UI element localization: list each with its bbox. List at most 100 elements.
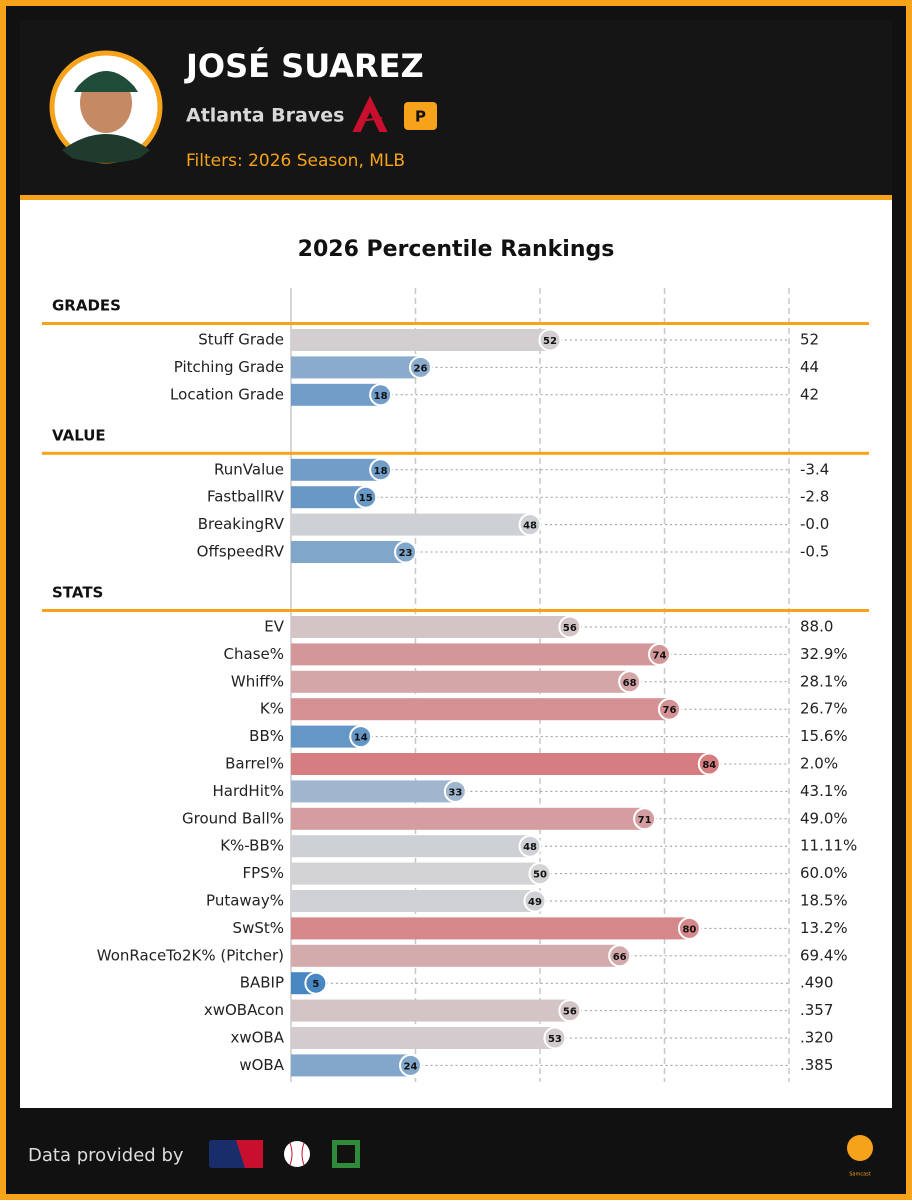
- stat-value: 52: [800, 331, 819, 349]
- section-heading: STATS: [52, 584, 103, 602]
- value-marker: [443, 779, 467, 803]
- stat-value: 44: [800, 358, 819, 376]
- value-marker: [677, 916, 701, 940]
- stat-value: 32.9%: [800, 645, 848, 663]
- row-label: HardHit%: [213, 782, 284, 800]
- stat-value: .490: [800, 974, 833, 992]
- value-marker: [399, 1053, 423, 1077]
- row-label: xwOBAcon: [204, 1001, 284, 1019]
- percentile-label: 26: [414, 363, 428, 374]
- percentile-label: 18: [374, 466, 388, 477]
- percentile-label: 66: [613, 952, 627, 963]
- value-marker: [558, 999, 582, 1023]
- row-label: Chase%: [224, 645, 284, 663]
- stat-value: .385: [800, 1056, 833, 1074]
- stat-value: 13.2%: [800, 919, 848, 937]
- player-photo: [49, 50, 163, 164]
- bar: [291, 780, 456, 803]
- header-panel: [20, 20, 892, 195]
- position-badge: [404, 102, 437, 130]
- stat-value: 15.6%: [800, 727, 848, 745]
- percentile-label: 52: [543, 336, 557, 347]
- row-label: BABIP: [240, 974, 284, 992]
- percentile-label: 24: [404, 1061, 418, 1072]
- percentile-label: 48: [523, 521, 537, 532]
- value-marker: [518, 513, 542, 537]
- source-logos: [209, 1135, 873, 1168]
- percentile-label: 68: [623, 678, 637, 689]
- percentile-label: 15: [359, 493, 373, 504]
- percentile-label: 18: [374, 391, 388, 402]
- bar: [291, 807, 645, 830]
- percentile-label: 33: [448, 787, 462, 798]
- row-label: Pitching Grade: [174, 358, 284, 376]
- bar: [291, 383, 381, 406]
- bar: [291, 862, 540, 885]
- bar: [291, 458, 381, 481]
- value-marker: [608, 944, 632, 968]
- row-label: EV: [264, 618, 284, 636]
- percentile-label: 23: [399, 548, 413, 559]
- bar: [291, 1027, 555, 1049]
- value-marker: [408, 355, 432, 379]
- bar: [291, 917, 690, 940]
- percentile-label: 48: [523, 842, 537, 853]
- bar: [291, 725, 361, 748]
- team-name: Atlanta Braves: [186, 105, 344, 127]
- value-marker: [633, 807, 657, 831]
- stat-value: 11.11%: [800, 837, 857, 855]
- bar: [291, 753, 710, 775]
- value-marker: [304, 971, 328, 995]
- stat-value: -0.0: [800, 515, 829, 533]
- row-label: WonRaceTo2K% (Pitcher): [97, 946, 284, 964]
- chart-title: 2026 Percentile Rankings: [298, 237, 615, 262]
- player-name: JOSÉ SUAREZ: [184, 47, 424, 85]
- value-marker: [697, 752, 721, 776]
- percentile-label: 56: [563, 1007, 577, 1018]
- value-marker: [543, 1026, 567, 1050]
- row-label: Ground Ball%: [182, 809, 284, 827]
- percentile-label: 84: [702, 760, 716, 771]
- value-marker: [369, 458, 393, 482]
- bar: [291, 643, 660, 666]
- percentile-label: 71: [638, 815, 652, 826]
- team-logo: [352, 95, 388, 132]
- stat-value: 2.0%: [800, 755, 838, 773]
- percentile-label: 56: [563, 623, 577, 634]
- bar: [291, 616, 570, 638]
- position: P: [415, 108, 426, 126]
- row-label: SwSt%: [233, 919, 284, 937]
- bar: [291, 541, 406, 563]
- row-label: Putaway%: [206, 892, 284, 910]
- stat-value: 43.1%: [800, 782, 848, 800]
- section-rule: [42, 451, 869, 455]
- section-heading: GRADES: [52, 297, 121, 315]
- row-label: Location Grade: [170, 385, 284, 403]
- filters: Filters: 2026 Season, MLB: [186, 151, 405, 171]
- section-rule: [42, 609, 869, 612]
- percentile-label: 50: [533, 870, 547, 881]
- row-label: BreakingRV: [198, 515, 285, 533]
- bar: [291, 944, 620, 967]
- stat-value: .357: [800, 1001, 833, 1019]
- percentile-label: 49: [528, 897, 542, 908]
- row-label: Whiff%: [231, 672, 284, 690]
- row-label: K%-BB%: [220, 837, 284, 855]
- row-label: BB%: [249, 727, 284, 745]
- value-marker: [558, 615, 582, 639]
- row-label: FPS%: [243, 864, 284, 882]
- row-label: K%: [260, 700, 284, 718]
- row-label: xwOBA: [230, 1029, 284, 1047]
- row-label: OffspeedRV: [197, 543, 285, 561]
- value-marker: [648, 642, 672, 666]
- bar: [291, 486, 366, 509]
- bar: [291, 890, 536, 912]
- row-label: wOBA: [239, 1056, 284, 1074]
- row-label: RunValue: [214, 460, 284, 478]
- value-marker: [657, 697, 681, 721]
- value-marker: [354, 485, 378, 509]
- stat-value: 49.0%: [800, 809, 848, 827]
- bar: [291, 1054, 411, 1077]
- stat-value: 28.1%: [800, 672, 848, 690]
